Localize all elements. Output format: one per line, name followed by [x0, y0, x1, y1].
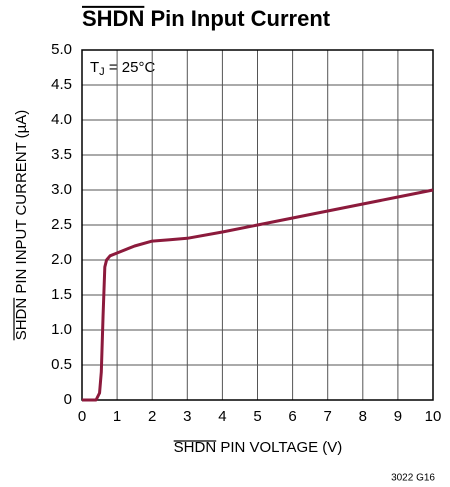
y-tick-label: 5.0	[51, 41, 72, 58]
y-tick-label: 4.0	[51, 111, 72, 128]
x-tick-label: 10	[425, 408, 442, 425]
x-tick-label: 9	[394, 408, 402, 425]
annotation: TJ = 25°C	[90, 59, 155, 78]
y-tick-label: 0	[64, 391, 72, 408]
annotation-rest: = 25°C	[105, 59, 156, 76]
plot-frame	[81, 49, 434, 401]
x-tick-label: 4	[218, 408, 226, 425]
x-tick-label: 2	[148, 408, 156, 425]
x-tick-label: 5	[253, 408, 261, 425]
y-tick-label: 1.0	[51, 321, 72, 338]
y-tick-label: 3.5	[51, 146, 72, 163]
y-axis-label: SHDN PIN INPUT CURRENT (µA)	[13, 110, 30, 341]
chart-title: SHDN Pin Input Current	[82, 6, 331, 31]
x-tick-label: 3	[183, 408, 191, 425]
y-tick-label: 4.5	[51, 76, 72, 93]
annotation-main: T	[90, 59, 99, 76]
x-tick-label: 6	[288, 408, 296, 425]
annotation-sub: J	[99, 66, 105, 78]
x-axis-label: SHDN PIN VOLTAGE (V)	[174, 439, 343, 456]
x-tick-label: 1	[113, 408, 121, 425]
footnote: 3022 G16	[391, 473, 435, 484]
y-tick-label: 1.5	[51, 286, 72, 303]
data-line	[82, 188, 434, 402]
x-tick-label: 8	[359, 408, 367, 425]
y-tick-label: 2.0	[51, 251, 72, 268]
y-tick-label: 0.5	[51, 356, 72, 373]
x-tick-label: 7	[324, 408, 332, 425]
x-tick-label: 0	[78, 408, 86, 425]
y-tick-label: 3.0	[51, 181, 72, 198]
y-tick-label: 2.5	[51, 216, 72, 233]
